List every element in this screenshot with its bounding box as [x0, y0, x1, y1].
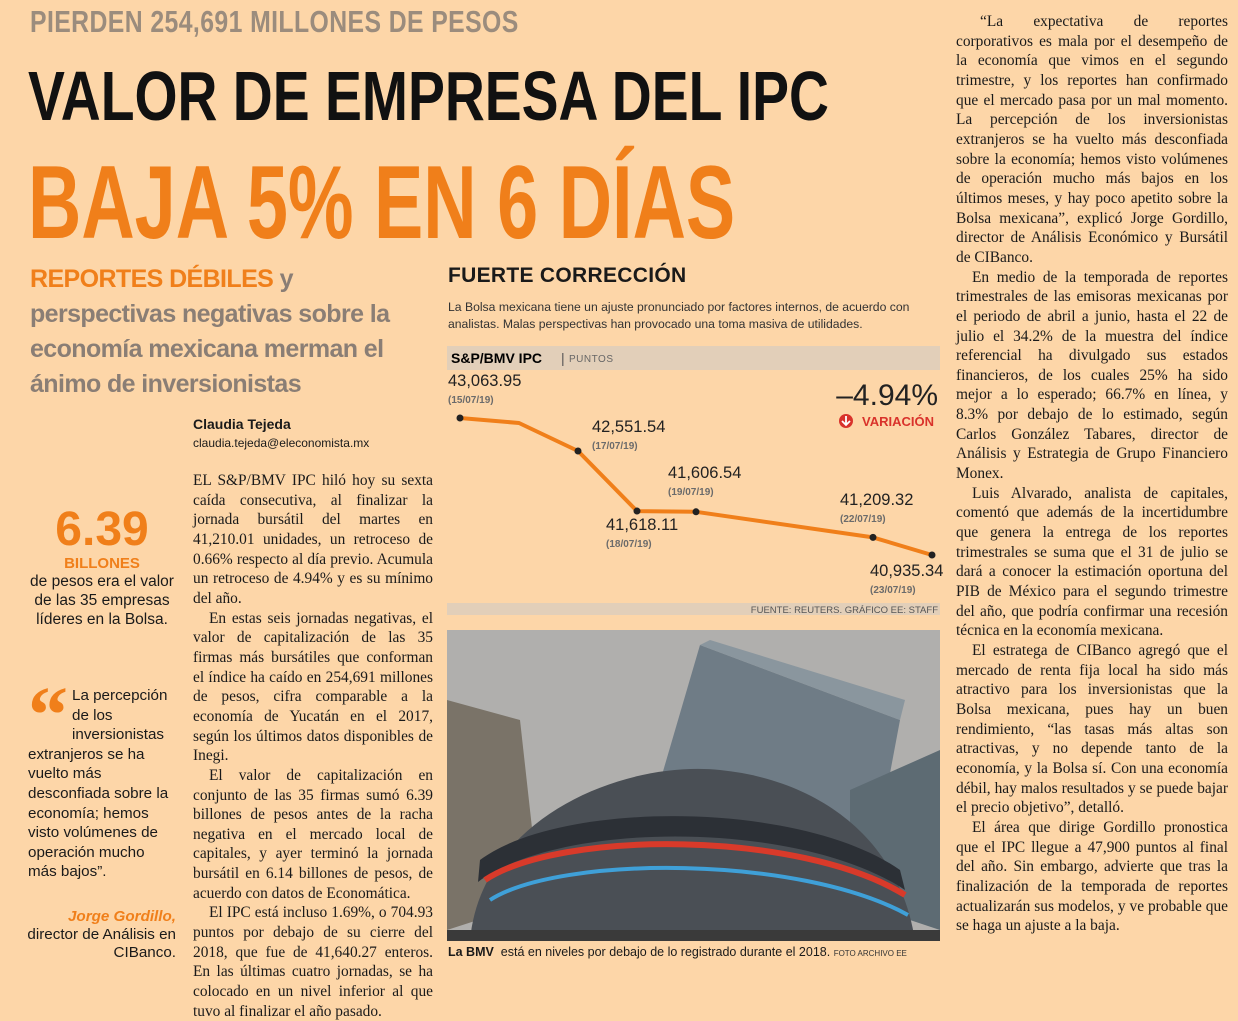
value-label: 42,551.54	[592, 418, 665, 436]
author: Claudia Tejeda	[193, 416, 291, 432]
body-column: EL S&P/BMV IPC hiló hoy su sexta caída c…	[193, 471, 433, 1021]
point	[928, 551, 936, 559]
byline: Claudia Tejeda claudia.tejeda@eleconomis…	[193, 416, 369, 450]
chart-title: FUERTE CORRECCIÓN	[448, 264, 687, 287]
chart: S&P/BMV IPC | PUNTOS –4.94% VARIACIÓN FU…	[447, 346, 943, 941]
value-label: 40,935.34	[870, 562, 943, 580]
date-label: (19/07/19)	[668, 487, 714, 498]
deck: REPORTES DÉBILES y perspectivas negativa…	[30, 262, 430, 402]
headline: VALOR DE EMPRESA DEL IPC	[28, 57, 829, 135]
quote-text: La percepción de los inversionistas extr…	[28, 687, 169, 881]
paragraph: En estas seis jornadas negativas, el val…	[193, 609, 433, 765]
body-column: “La expectativa de reportes corporativos…	[956, 12, 1228, 936]
quote-attribution: Jorge Gordillo, director de Análisis en …	[20, 908, 176, 962]
unit-label: PUNTOS	[569, 354, 614, 365]
pull-quote: “La percepción de los inversionistas ext…	[28, 676, 176, 882]
point	[456, 414, 464, 422]
down-arrow	[841, 416, 851, 427]
paragraph: El valor de capitalización en conjunto d…	[193, 766, 433, 902]
paragraph: EL S&P/BMV IPC hiló hoy su sexta caída c…	[193, 472, 433, 607]
paragraph: “La expectativa de reportes corporativos…	[956, 13, 1228, 266]
quote-author: Jorge Gordillo,	[67, 908, 176, 925]
chart-subtitle: La Bolsa mexicana tiene un ajuste pronun…	[448, 300, 910, 331]
date-label: (15/07/19)	[448, 395, 494, 406]
chart-header-bar	[447, 346, 940, 370]
series-label: S&P/BMV IPC	[451, 350, 542, 366]
separator: |	[561, 350, 565, 366]
photo-caption: La BMV está en niveles por debajo de lo …	[448, 945, 907, 959]
change-label: VARIACIÓN	[862, 414, 934, 429]
stat-unit: BILLONES	[64, 555, 140, 572]
photo	[447, 630, 940, 941]
page: {"kicker":"PIERDEN 254,691 MILLONES DE P…	[20, 4, 1228, 1020]
source: FUENTE: REUTERS. GRÁFICO EE: STAFF	[751, 605, 938, 616]
value-label: 41,618.11	[606, 516, 678, 534]
paragraph: Luis Alvarado, analista de capitales, co…	[956, 484, 1228, 640]
quote-role: director de Análisis en CIBanco.	[27, 926, 176, 961]
change-value: –4.94%	[836, 379, 938, 412]
paragraph: En medio de la temporada de reportes tri…	[956, 268, 1228, 483]
value-label: 41,606.54	[668, 464, 741, 482]
headline: BAJA 5% EN 6 DÍAS	[28, 145, 736, 261]
date-label: (17/07/19)	[592, 441, 638, 452]
paragraph: El área que dirige Gordillo pronostica q…	[956, 818, 1228, 935]
stat-text: de pesos era el valor de las 35 empresas…	[30, 573, 174, 628]
deck-text: y perspectivas negativas sobre la econom…	[30, 265, 390, 398]
kicker: PIERDEN 254,691 MILLONES DE PESOS	[30, 4, 519, 39]
caption-lead: La BMV	[448, 945, 494, 959]
value-label: 41,209.32	[840, 491, 913, 509]
deck-highlight: REPORTES DÉBILES	[30, 265, 274, 293]
date-label: (23/07/19)	[870, 585, 916, 596]
stat-box: 6.39 BILLONES de pesos era el valor de l…	[22, 505, 182, 629]
point	[633, 507, 641, 515]
email: claudia.tejeda@eleconomista.mx	[193, 436, 370, 450]
point	[574, 447, 582, 455]
stat-number: 6.39	[55, 503, 149, 556]
date-label: (22/07/19)	[840, 514, 886, 525]
caption-credit: FOTO ARCHIVO EE	[833, 949, 907, 958]
paragraph: El estratega de CIBanco agregó que el me…	[956, 642, 1228, 817]
source-bar	[447, 603, 940, 615]
date-label: (18/07/19)	[606, 539, 652, 550]
point	[692, 508, 700, 516]
caption-text: está en niveles por debajo de lo registr…	[500, 945, 831, 959]
point	[869, 533, 877, 541]
value-label: 43,063.95	[448, 372, 521, 390]
